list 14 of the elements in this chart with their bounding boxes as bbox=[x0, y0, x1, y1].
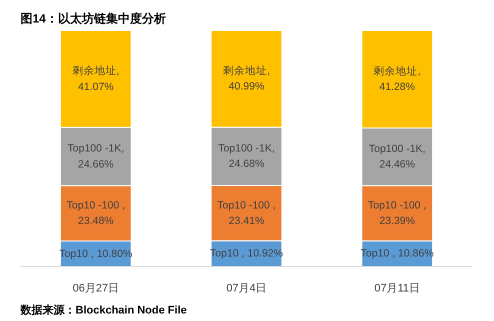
data-label: Top10 -100 , 23.48% bbox=[66, 200, 126, 228]
x-tick-label: 06月27日 bbox=[72, 282, 120, 294]
x-tick-label: 07月11日 bbox=[374, 282, 420, 294]
data-label: Top100 -1K, 24.66% bbox=[68, 142, 124, 170]
source-note: 数据来源：Blockchain Node File bbox=[20, 304, 187, 316]
data-label: 剩余地址, 41.07% bbox=[72, 64, 120, 93]
data-label: 剩余地址, 40.99% bbox=[223, 64, 270, 93]
data-label: Top100 -1K, 24.46% bbox=[368, 143, 426, 171]
data-label: Top10 -100 , 23.39% bbox=[368, 199, 426, 228]
data-label: Top100 -1K, 24.68% bbox=[218, 142, 275, 170]
chart-title: 图14：以太坊链集中度分析 bbox=[20, 12, 166, 26]
data-label: Top10 -100 , 23.41% bbox=[217, 199, 276, 227]
data-label: 剩余地址, 41.28% bbox=[374, 64, 421, 94]
x-tick-label: 07月4日 bbox=[226, 282, 267, 294]
